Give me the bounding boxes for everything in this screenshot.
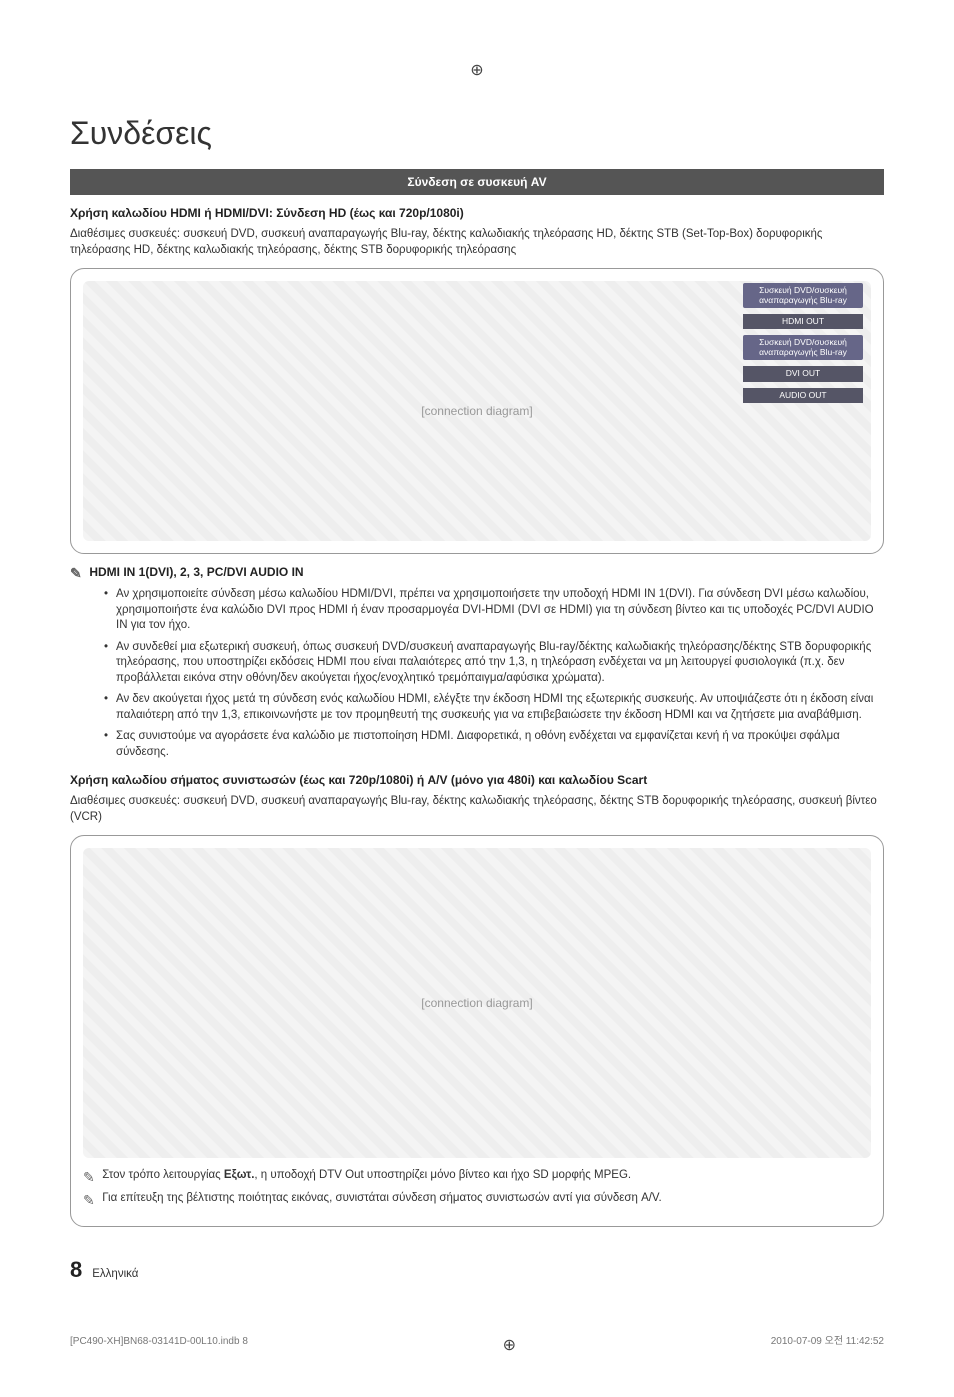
bullet-1: Αν χρησιμοποιείτε σύνδεση μέσω καλωδίου … <box>104 587 884 634</box>
subhead-component: Χρήση καλωδίου σήματος συνιστωσών (έως κ… <box>70 772 884 788</box>
print-left: [PC490-XH]BN68-03141D-00L10.indb 8 <box>70 1335 248 1357</box>
label-audio-out: AUDIO OUT <box>743 388 863 403</box>
label-dvi-out: DVI OUT <box>743 366 863 381</box>
registration-mark: ⊕ <box>70 60 884 82</box>
print-footer: [PC490-XH]BN68-03141D-00L10.indb 8 ⊕ 201… <box>70 1335 884 1357</box>
page-footer: 8 Ελληνικά <box>70 1255 884 1285</box>
diagram-hdmi: [connection diagram] Συσκευή DVD/συσκευή… <box>70 268 884 554</box>
label-device-mid: Συσκευή DVD/συσκευή αναπαραγωγής Blu-ray <box>743 335 863 360</box>
label-device-top: Συσκευή DVD/συσκευή αναπαραγωγής Blu-ray <box>743 283 863 308</box>
section-bar-av: Σύνδεση σε συσκευή AV <box>70 169 884 195</box>
print-right: 2010-07-09 오전 11:42:52 <box>771 1335 884 1357</box>
note-quality: Για επίτευξη της βέλτιστης ποιότητας εικ… <box>102 1192 662 1204</box>
registration-mark-bottom: ⊕ <box>503 1335 516 1357</box>
bullet-3: Αν δεν ακούγεται ήχος μετά τη σύνδεση εν… <box>104 692 884 723</box>
intro-hdmi: Διαθέσιμες συσκευές: συσκευή DVD, συσκευ… <box>70 227 884 258</box>
note-icon: ✎ <box>83 1168 99 1187</box>
page-language: Ελληνικά <box>92 1267 138 1283</box>
intro-component: Διαθέσιμες συσκευές: συσκευή DVD, συσκευ… <box>70 794 884 825</box>
page-title: Συνδέσεις <box>70 112 884 155</box>
subhead-hdmi: Χρήση καλωδίου HDMI ή HDMI/DVI: Σύνδεση … <box>70 205 884 221</box>
note-icon: ✎ <box>70 564 86 583</box>
note-head-hdmi: HDMI IN 1(DVI), 2, 3, PC/DVI AUDIO IN <box>89 565 303 579</box>
diagram-hdmi-labels: Συσκευή DVD/συσκευή αναπαραγωγής Blu-ray… <box>743 283 863 403</box>
label-hdmi-out: HDMI OUT <box>743 314 863 329</box>
note-icon: ✎ <box>83 1191 99 1210</box>
bullet-2: Αν συνδεθεί μια εξωτερική συσκευή, όπως … <box>104 640 884 687</box>
note-block-hdmi: ✎ HDMI IN 1(DVI), 2, 3, PC/DVI AUDIO IN … <box>70 564 884 760</box>
note-ext-bold: Εξωτ. <box>224 1169 255 1181</box>
page-number: 8 <box>70 1255 82 1285</box>
note-ext-pre: Στον τρόπο λειτουργίας <box>102 1169 224 1181</box>
diagram-component-art: [connection diagram] <box>83 848 871 1158</box>
bullet-4: Σας συνιστούμε να αγοράσετε ένα καλώδιο … <box>104 729 884 760</box>
diagram-component: [connection diagram] ✎ Στον τρόπο λειτου… <box>70 835 884 1227</box>
hdmi-bullets: Αν χρησιμοποιείτε σύνδεση μέσω καλωδίου … <box>104 587 884 760</box>
note-ext-post: , η υποδοχή DTV Out υποστηρίζει μόνο βίν… <box>254 1169 631 1181</box>
